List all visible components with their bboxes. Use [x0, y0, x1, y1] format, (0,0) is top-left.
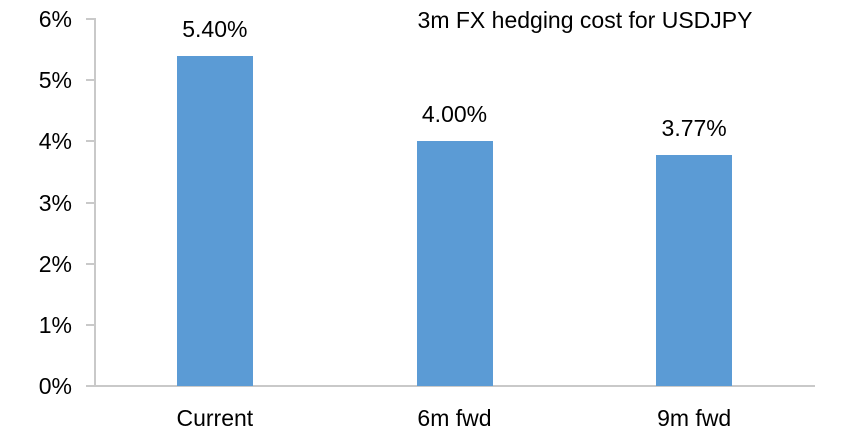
bar-value-label: 4.00%	[421, 101, 488, 127]
bar-current	[177, 56, 253, 386]
bar-value-label: 3.77%	[661, 115, 727, 141]
y-axis-label: 1%	[38, 312, 72, 338]
bar-9m-fwd	[656, 155, 732, 386]
y-axis-tick	[86, 18, 95, 20]
x-axis-line	[94, 385, 815, 387]
y-axis-line	[94, 18, 96, 387]
y-axis-tick	[86, 385, 95, 387]
y-axis-label: 2%	[38, 251, 72, 277]
x-axis-label: Current	[176, 405, 254, 431]
y-axis-tick	[86, 324, 95, 326]
chart-title: 3m FX hedging cost for USDJPY	[417, 7, 753, 33]
bar-6m-fwd	[417, 141, 493, 386]
x-axis-label: 9m fwd	[657, 405, 732, 431]
y-axis-label: 3%	[38, 190, 72, 216]
y-axis-label: 0%	[38, 373, 72, 399]
y-axis-tick	[86, 79, 95, 81]
x-axis-label: 6m fwd	[417, 405, 492, 431]
bar-value-label: 5.40%	[182, 16, 248, 42]
y-axis-tick	[86, 263, 95, 265]
y-axis-tick	[86, 140, 95, 142]
y-axis-tick	[86, 202, 95, 204]
y-axis-label: 6%	[38, 6, 72, 32]
y-axis-label: 4%	[38, 128, 72, 154]
y-axis-label: 5%	[38, 67, 72, 93]
